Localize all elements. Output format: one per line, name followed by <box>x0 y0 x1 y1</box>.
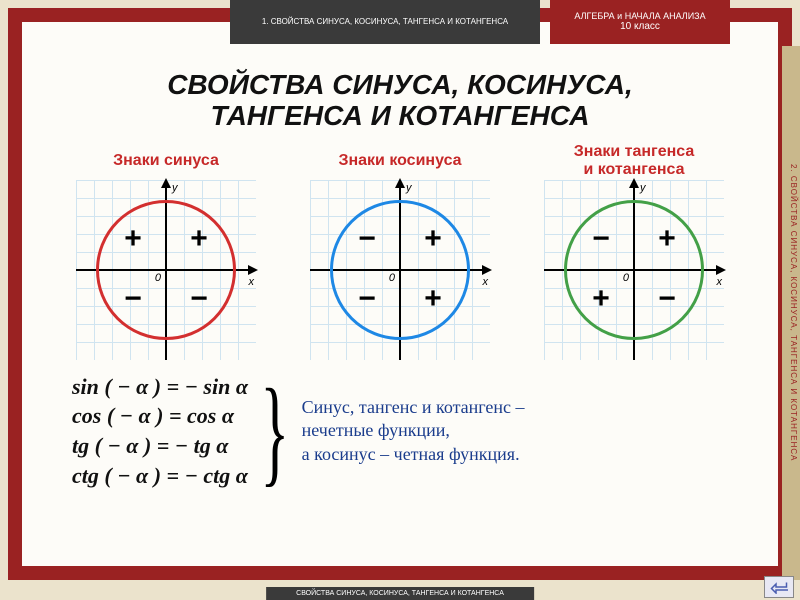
tab-subject-line2: 10 класс <box>620 21 660 33</box>
label-x: x <box>483 276 489 288</box>
formula-list: sin ( − α ) = − sin αcos ( − α ) = cos α… <box>72 372 248 491</box>
ring <box>330 200 470 340</box>
formula-line-1: cos ( − α ) = cos α <box>72 401 248 431</box>
quadrant-1-sign: + <box>184 222 214 256</box>
label-y: y <box>172 182 178 194</box>
label-origin: 0 <box>389 272 395 284</box>
arrow-y-icon <box>161 178 171 188</box>
poster-frame: СВОЙСТВА СИНУСА, КОСИНУСА, ТАНГЕНСА И КО… <box>8 8 792 580</box>
page-title: СВОЙСТВА СИНУСА, КОСИНУСА, ТАНГЕНСА И КО… <box>52 70 748 132</box>
formula-line-3: ctg ( − α ) = − ctg α <box>72 461 248 491</box>
unit-circle: x y 0 + − + − <box>544 180 724 360</box>
unit-circle: x y 0 + − − + <box>310 180 490 360</box>
formula-line-0: sin ( − α ) = − sin α <box>72 372 248 402</box>
title-line1: СВОЙСТВА СИНУСА, КОСИНУСА, <box>167 69 633 100</box>
label-y: y <box>406 182 412 194</box>
explanation-text: Синус, тангенс и котангенс – нечетные фу… <box>302 396 525 466</box>
arrow-y-icon <box>395 178 405 188</box>
circle-caption: Знаки косинуса <box>290 142 510 180</box>
return-arrow-icon <box>770 580 788 594</box>
quadrant-1-sign: + <box>418 222 448 256</box>
tab-topic: 1. СВОЙСТВА СИНУСА, КОСИНУСА, ТАНГЕНСА И… <box>230 0 540 44</box>
arrow-x-icon <box>482 265 492 275</box>
formula-line-2: tg ( − α ) = − tg α <box>72 431 248 461</box>
bottom-row: sin ( − α ) = − sin αcos ( − α ) = cos α… <box>52 372 748 491</box>
circle-caption: Знаки тангенсаи котангенса <box>524 142 744 180</box>
side-strip: 2. СВОЙСТВА СИНУСА, КОСИНУСА, ТАНГЕНСА И… <box>782 46 800 580</box>
tab-subject: АЛГЕБРА и НАЧАЛА АНАЛИЗА 10 класс <box>550 0 730 44</box>
quadrant-3-sign: − <box>118 282 148 316</box>
arrow-x-icon <box>248 265 258 275</box>
unit-circle: x y 0 + + − − <box>76 180 256 360</box>
label-y: y <box>640 182 646 194</box>
quadrant-3-sign: + <box>586 282 616 316</box>
label-x: x <box>717 276 723 288</box>
bottom-tab: СВОЙСТВА СИНУСА, КОСИНУСА, ТАНГЕНСА И КО… <box>266 587 534 600</box>
quadrant-3-sign: − <box>352 282 382 316</box>
quadrant-1-sign: + <box>652 222 682 256</box>
explain-line1: Синус, тангенс и котангенс – <box>302 396 525 419</box>
circle-block-0: Знаки синуса x y 0 + + − − <box>56 142 276 360</box>
content-area: СВОЙСТВА СИНУСА, КОСИНУСА, ТАНГЕНСА И КО… <box>22 22 778 566</box>
explain-line2: нечетные функции, <box>302 419 525 442</box>
label-x: x <box>249 276 255 288</box>
quadrant-4-sign: + <box>418 282 448 316</box>
quadrant-4-sign: − <box>184 282 214 316</box>
quadrant-2-sign: − <box>352 222 382 256</box>
circle-caption: Знаки синуса <box>56 142 276 180</box>
ring <box>564 200 704 340</box>
arrow-x-icon <box>716 265 726 275</box>
top-tabs: 1. СВОЙСТВА СИНУСА, КОСИНУСА, ТАНГЕНСА И… <box>0 0 800 44</box>
quadrant-2-sign: − <box>586 222 616 256</box>
quadrant-4-sign: − <box>652 282 682 316</box>
ring <box>96 200 236 340</box>
tab-topic-label: 1. СВОЙСТВА СИНУСА, КОСИНУСА, ТАНГЕНСА И… <box>262 17 508 27</box>
quadrant-2-sign: + <box>118 222 148 256</box>
title-line2: ТАНГЕНСА И КОТАНГЕНСА <box>211 100 590 131</box>
tab-subject-line1: АЛГЕБРА и НАЧАЛА АНАЛИЗА <box>574 11 705 22</box>
arrow-y-icon <box>629 178 639 188</box>
brace-icon: } <box>260 383 289 479</box>
label-origin: 0 <box>623 272 629 284</box>
circle-block-2: Знаки тангенсаи котангенса x y 0 + − + − <box>524 142 744 360</box>
return-button[interactable] <box>764 576 794 598</box>
label-origin: 0 <box>155 272 161 284</box>
circles-row: Знаки синуса x y 0 + + − − Знаки косинуса x y 0 + − − +… <box>52 142 748 360</box>
explain-line3: а косинус – четная функция. <box>302 443 525 466</box>
circle-block-1: Знаки косинуса x y 0 + − − + <box>290 142 510 360</box>
